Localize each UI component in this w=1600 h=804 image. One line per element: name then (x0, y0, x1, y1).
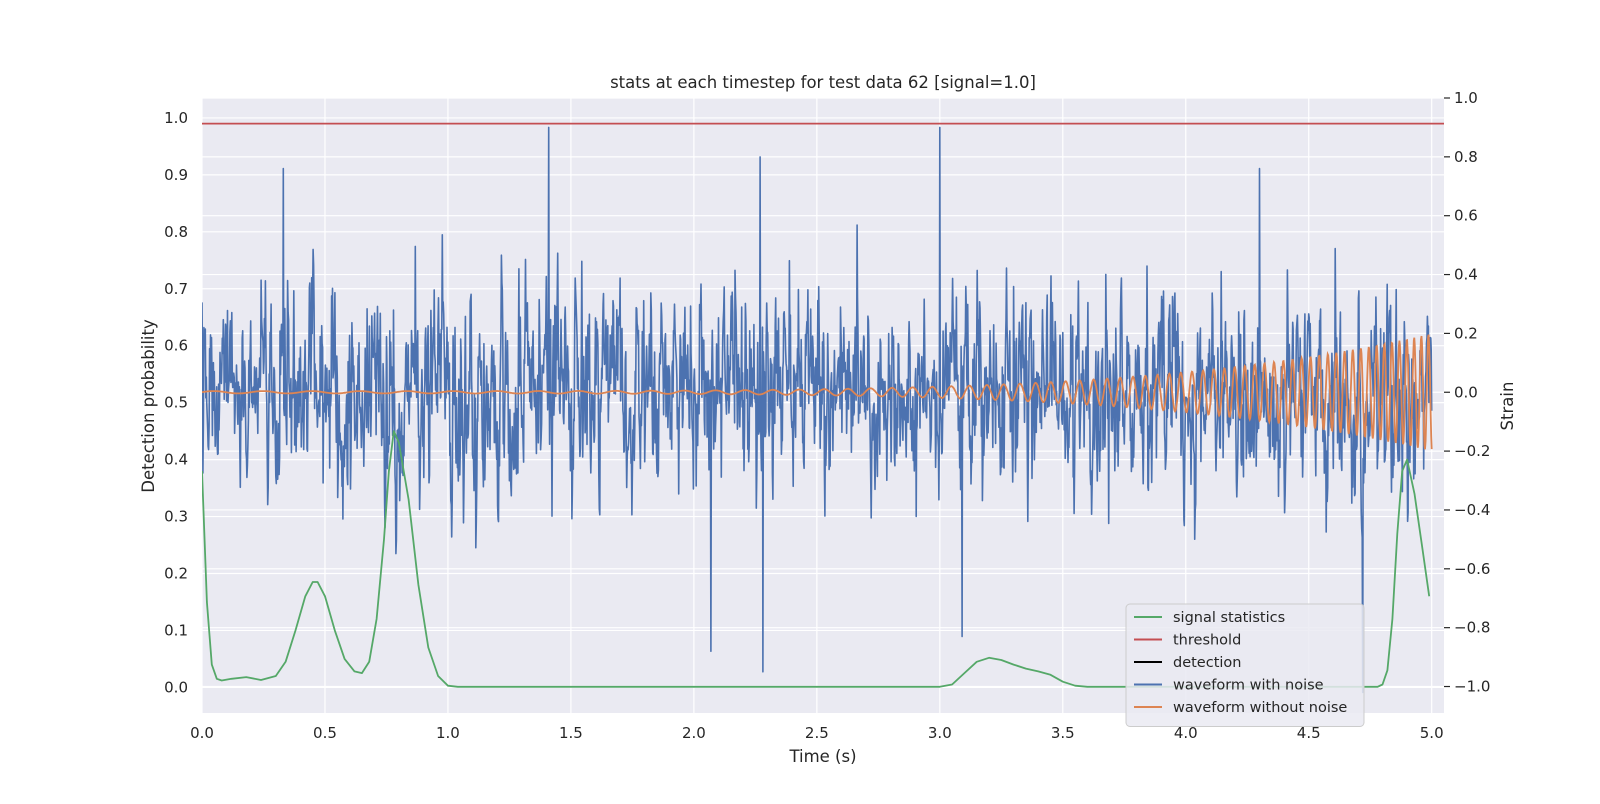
left-y-tick-label: 0.3 (164, 508, 188, 526)
waveform-without-noise-line (202, 334, 1433, 450)
right-y-tick-label: −1.0 (1454, 678, 1490, 696)
right-y-tick-label: 0.0 (1454, 383, 1478, 401)
x-tick-label: 2.5 (805, 724, 829, 742)
x-tick-label: 4.0 (1174, 724, 1198, 742)
right-y-tick-label: 0.4 (1454, 266, 1478, 284)
chart-title: stats at each timestep for test data 62 … (610, 73, 1036, 92)
x-tick-label: 3.0 (928, 724, 952, 742)
x-tick-label: 0.0 (190, 724, 214, 742)
right-y-axis-label: Strain (1498, 382, 1517, 431)
right-y-tick-label: 0.6 (1454, 207, 1478, 225)
x-axis-label: Time (s) (788, 747, 856, 766)
legend-entry: detection (1173, 655, 1241, 671)
left-y-tick-label: 0.4 (164, 451, 188, 469)
legend-entry: threshold (1173, 633, 1241, 649)
legend-entry: waveform with noise (1173, 678, 1324, 694)
left-y-tick-label: 0.6 (164, 337, 188, 355)
right-y-axis: −1.0 −0.8 −0.6 −0.4 −0.2 0.0 0.2 0.4 0.6 0.8 1.0 (1444, 89, 1490, 696)
x-tick-label: 0.5 (313, 724, 337, 742)
left-y-tick-label: 1.0 (164, 109, 188, 127)
left-y-axis: 0.0 0.1 0.2 0.3 0.4 0.5 0.6 0.7 0.8 0.9 1.0 (164, 109, 188, 696)
right-y-tick-label: −0.6 (1454, 560, 1490, 578)
x-axis: 0.0 0.5 1.0 1.5 2.0 2.5 3.0 3.5 4.0 4.5 5.0 (190, 724, 1444, 742)
left-y-tick-label: 0.5 (164, 394, 188, 412)
left-y-tick-label: 0.1 (164, 621, 188, 639)
left-y-tick-label: 0.7 (164, 280, 188, 298)
legend-entry: waveform without noise (1173, 700, 1347, 716)
left-y-tick-label: 0.0 (164, 678, 188, 696)
x-tick-label: 2.0 (682, 724, 706, 742)
left-y-tick-label: 0.9 (164, 166, 188, 184)
legend: signal statistics threshold detection wavef… (1125, 603, 1365, 727)
x-tick-label: 5.0 (1420, 724, 1444, 742)
left-y-tick-label: 0.2 (164, 564, 188, 582)
right-y-tick-label: −0.4 (1454, 501, 1490, 519)
x-tick-label: 1.5 (559, 724, 583, 742)
x-tick-label: 1.0 (436, 724, 460, 742)
right-y-tick-label: −0.2 (1454, 442, 1490, 460)
left-y-axis-label: Detection probability (139, 319, 158, 493)
legend-box (1125, 603, 1365, 727)
x-tick-label: 4.5 (1297, 724, 1321, 742)
right-y-tick-label: 0.2 (1454, 324, 1478, 342)
right-y-tick-label: −0.8 (1454, 619, 1490, 637)
right-y-tick-label: 1.0 (1454, 89, 1478, 107)
legend-entry: signal statistics (1173, 610, 1285, 626)
x-tick-label: 3.5 (1051, 724, 1075, 742)
right-y-tick-label: 0.8 (1454, 148, 1478, 166)
left-y-tick-label: 0.8 (164, 223, 188, 241)
